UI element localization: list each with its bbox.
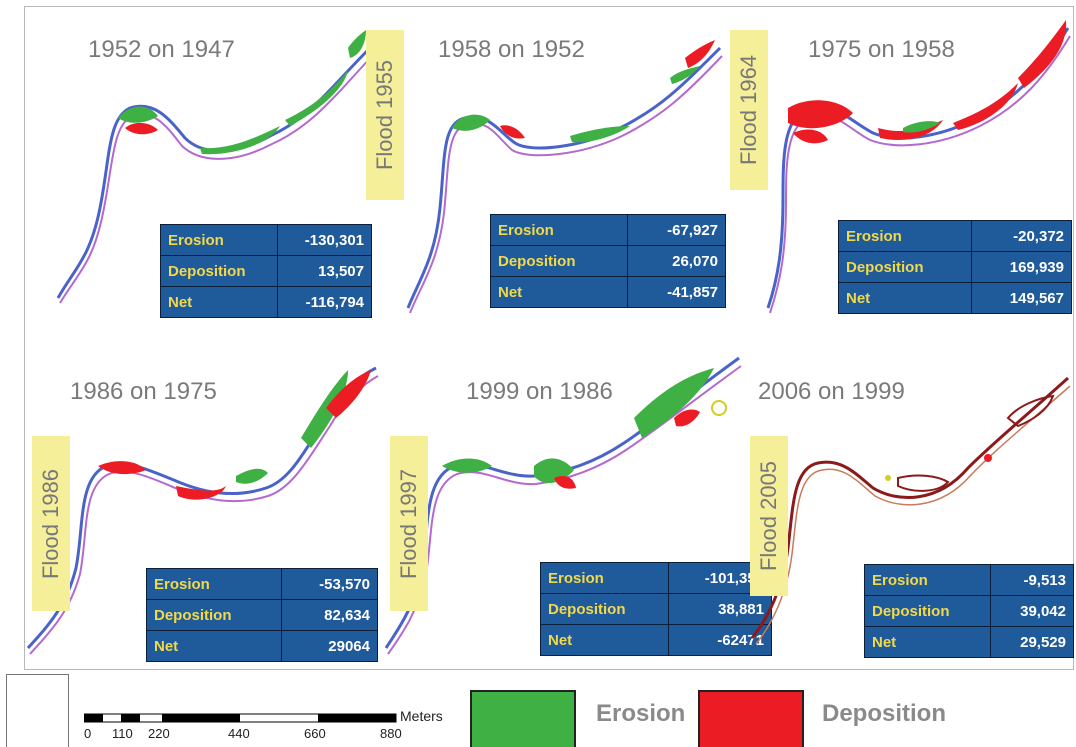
map-frame xyxy=(24,6,1074,670)
stats-table: Erosion -130,301 Deposition 13,507 Net -116… xyxy=(159,224,372,318)
scale-tick: 220 xyxy=(148,726,170,741)
table-row: Deposition 26,070 xyxy=(489,245,726,277)
panel-1999-on-1986: 1999 on 1986 Flood 1997 Erosion -101,352 … xyxy=(384,348,772,666)
scale-tick: 660 xyxy=(304,726,326,741)
erosion-swatch xyxy=(470,690,576,747)
panel-title: 1952 on 1947 xyxy=(88,36,235,63)
channel-map xyxy=(766,20,1071,314)
flood-label: Flood 2005 xyxy=(750,436,788,596)
row-value: -53,570 xyxy=(280,568,379,600)
stats-table: Erosion -53,570 Deposition 82,634 Net 29064 xyxy=(146,568,379,662)
panel-1958-on-1952: 1958 on 1952 Flood 1964 Erosion -67,927 D… xyxy=(380,8,768,326)
scale-tick: 880 xyxy=(380,726,402,741)
panel-title: 1975 on 1958 xyxy=(808,36,955,63)
flood-label: Flood 1997 xyxy=(390,436,428,611)
table-row: Deposition 39,042 xyxy=(863,595,1074,627)
row-label: Deposition xyxy=(489,245,629,277)
row-label: Erosion xyxy=(539,562,670,594)
table-row: Net -62471 xyxy=(539,624,772,656)
table-row: Erosion -101,352 xyxy=(539,562,772,594)
row-value: 38,881 xyxy=(668,593,772,625)
table-row: Deposition 13,507 xyxy=(159,255,372,287)
row-label: Erosion xyxy=(863,564,992,596)
scale-tick: 110 xyxy=(112,726,133,741)
row-label: Net xyxy=(863,626,992,658)
table-row: Erosion -20,372 xyxy=(837,220,1072,252)
row-value: -62471 xyxy=(668,624,772,656)
row-label: Deposition xyxy=(863,595,992,627)
row-label: Erosion xyxy=(146,568,282,600)
table-row: Net 29,529 xyxy=(863,626,1074,658)
scale-tick: 440 xyxy=(228,726,250,741)
row-label: Deposition xyxy=(146,599,282,631)
row-value: 39,042 xyxy=(990,595,1074,627)
row-value: 149,567 xyxy=(971,282,1072,314)
channel-map xyxy=(56,30,373,304)
table-row: Deposition 82,634 xyxy=(146,599,379,631)
row-value: -9,513 xyxy=(990,564,1074,596)
flood-label: Flood 1955 xyxy=(366,30,404,200)
panel-1975-on-1958: 1975 on 1958 Erosion -20,372 Deposition 16… xyxy=(728,8,1073,326)
stats-table: Erosion -67,927 Deposition 26,070 Net -41,8… xyxy=(489,214,726,308)
table-row: Erosion -130,301 xyxy=(159,224,372,256)
row-value: -41,857 xyxy=(627,276,726,308)
panel-title: 2006 on 1999 xyxy=(758,378,905,405)
row-label: Net xyxy=(539,624,670,656)
row-value: -67,927 xyxy=(627,214,726,246)
deposition-swatch xyxy=(698,690,804,747)
table-row: Net -41,857 xyxy=(489,276,726,308)
panel-title: 1986 on 1975 xyxy=(70,378,217,405)
row-label: Erosion xyxy=(489,214,629,246)
row-label: Net xyxy=(489,276,629,308)
row-value: 29,529 xyxy=(990,626,1074,658)
stats-table: Erosion -9,513 Deposition 39,042 Net 29,529 xyxy=(863,564,1074,658)
stats-table: Erosion -101,352 Deposition 38,881 Net -624… xyxy=(539,562,772,656)
row-value: 13,507 xyxy=(277,255,372,287)
row-value: 82,634 xyxy=(280,599,379,631)
scale-tick: 0 xyxy=(84,726,92,741)
channel-map xyxy=(406,40,723,314)
row-label: Deposition xyxy=(539,593,670,625)
flood-label: Flood 1964 xyxy=(730,30,768,190)
row-label: Deposition xyxy=(837,251,973,283)
scale-bar xyxy=(84,713,397,723)
panel-title: 1958 on 1952 xyxy=(438,36,585,63)
row-value: 26,070 xyxy=(627,245,726,277)
row-value: -130,301 xyxy=(277,224,372,256)
row-label: Net xyxy=(146,630,282,662)
flood-label: Flood 1986 xyxy=(32,436,70,611)
panel-1952-on-1947: 1952 on 1947 Flood 1955 Erosion -130,301 … xyxy=(30,8,404,326)
row-label: Net xyxy=(159,286,279,318)
table-row: Net -116,794 xyxy=(159,286,372,318)
panel-1986-on-1975: 1986 on 1975 Flood 1986 Erosion -53,570 D… xyxy=(26,348,381,666)
table-row: Deposition 38,881 xyxy=(539,593,772,625)
table-row: Net 29064 xyxy=(146,630,379,662)
panel-title: 1999 on 1986 xyxy=(466,378,613,405)
deposition-legend-label: Deposition xyxy=(822,700,946,727)
erosion-legend-label: Erosion xyxy=(596,700,686,727)
row-value: 169,939 xyxy=(971,251,1072,283)
row-label: Deposition xyxy=(159,255,279,287)
table-row: Erosion -53,570 xyxy=(146,568,379,600)
table-row: Erosion -9,513 xyxy=(863,564,1074,596)
panel-2006-on-1999: 2006 on 1999 Flood 2005 Erosion -9,513 De… xyxy=(748,348,1074,666)
row-value: -20,372 xyxy=(971,220,1072,252)
table-row: Deposition 169,939 xyxy=(837,251,1072,283)
table-row: Erosion -67,927 xyxy=(489,214,726,246)
stats-table: Erosion -20,372 Deposition 169,939 Net 149,… xyxy=(837,220,1072,314)
row-label: Net xyxy=(837,282,973,314)
legend-box xyxy=(6,674,69,747)
row-value: 29064 xyxy=(280,630,379,662)
row-label: Erosion xyxy=(837,220,973,252)
table-row: Net 149,567 xyxy=(837,282,1072,314)
row-value: -116,794 xyxy=(277,286,372,318)
scale-unit: Meters xyxy=(400,708,443,724)
channel-map xyxy=(26,366,379,655)
row-label: Erosion xyxy=(159,224,279,256)
